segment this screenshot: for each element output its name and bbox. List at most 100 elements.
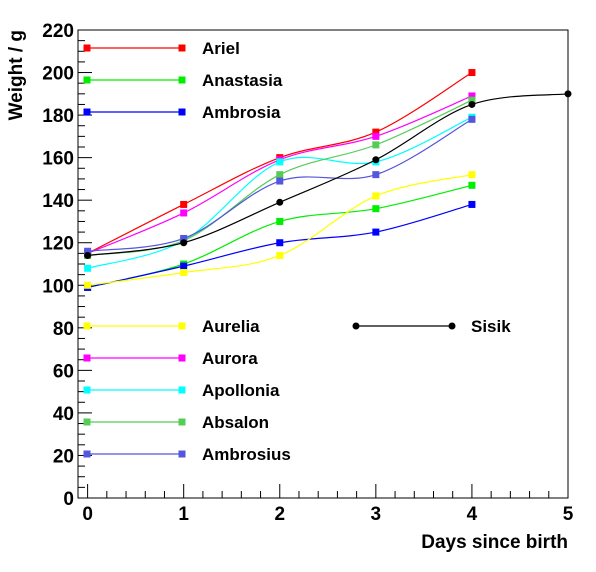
point-absalon-day-2 [276, 171, 284, 179]
series-ambrosia [84, 200, 476, 291]
y-axis-title: Weight / g [6, 30, 27, 120]
y-tick-label-140: 140 [42, 191, 74, 212]
legend-marker-apollonia [83, 386, 91, 394]
legend-entry-aurora: Aurora [83, 349, 258, 368]
legend-label-ariel: Ariel [202, 39, 240, 58]
y-tick-label-180: 180 [42, 106, 74, 127]
legend-marker-sisik [448, 322, 456, 330]
legend-marker-anastasia [83, 76, 91, 84]
point-aurora-day-4 [468, 92, 476, 100]
point-anastasia-day-3 [372, 205, 380, 213]
legend-marker-ambrosia [178, 108, 186, 116]
legend-marker-absalon [83, 418, 91, 426]
legend-entry-ambrosia: Ambrosia [83, 103, 281, 122]
series-apollonia [84, 113, 476, 272]
legend-label-ambrosius: Ambrosius [202, 445, 291, 464]
legend-entry-anastasia: Anastasia [83, 71, 283, 90]
series-anastasia [84, 181, 476, 291]
legend-label-absalon: Absalon [202, 413, 269, 432]
point-sisik-day-4 [468, 100, 476, 108]
legend-entry-ambrosius: Ambrosius [83, 445, 291, 464]
y-tick-label-40: 40 [53, 404, 74, 425]
x-tick-label-1: 1 [178, 504, 189, 525]
series-line-ambrosius [87, 118, 473, 252]
y-tick-label-60: 60 [53, 361, 74, 382]
point-ariel-day-1 [180, 200, 188, 208]
x-tick-label-4: 4 [467, 504, 478, 525]
y-tick-label-80: 80 [53, 319, 74, 340]
point-ambrosius-day-3 [372, 171, 380, 179]
point-aurelia-day-3 [372, 192, 380, 200]
point-apollonia-day-0 [84, 264, 92, 272]
legend-entry-aurelia: Aurelia [83, 317, 260, 336]
point-sisik-day-5 [564, 90, 572, 98]
y-tick-label-220: 220 [42, 21, 74, 42]
legend-marker-ariel [178, 44, 186, 52]
legend-entry-apollonia: Apollonia [83, 381, 280, 400]
x-tick-label-2: 2 [274, 504, 285, 525]
legend-marker-aurelia [83, 322, 91, 330]
series-line-sisik [87, 93, 569, 257]
y-tick-label-160: 160 [42, 149, 74, 170]
y-tick-label-200: 200 [42, 64, 74, 85]
legend-entry-absalon: Absalon [83, 413, 269, 432]
series-layer [84, 69, 572, 291]
point-aurelia-day-4 [468, 171, 476, 179]
point-aurelia-day-2 [276, 251, 284, 259]
legend-marker-sisik [352, 322, 360, 330]
series-aurelia [84, 171, 476, 289]
point-sisik-day-1 [180, 239, 188, 247]
point-sisik-day-2 [276, 198, 284, 206]
x-tick-label-3: 3 [371, 504, 382, 525]
legend-marker-anastasia [178, 76, 186, 84]
y-tick-label-20: 20 [53, 446, 74, 467]
legend-entry-sisik: Sisik [352, 317, 511, 336]
legend-label-apollonia: Apollonia [202, 381, 280, 400]
point-ambrosius-day-2 [276, 177, 284, 185]
plot-frame [77, 29, 569, 499]
point-ambrosia-day-1 [180, 262, 188, 270]
legend-marker-ariel [83, 44, 91, 52]
y-tick-label-100: 100 [42, 276, 74, 297]
legend-marker-aurelia [178, 322, 186, 330]
x-axis: 0 1 2 3 4 5 [82, 484, 574, 525]
legend-marker-absalon [178, 418, 186, 426]
legend-label-anastasia: Anastasia [202, 71, 283, 90]
point-absalon-day-3 [372, 141, 380, 149]
point-ambrosia-day-2 [276, 239, 284, 247]
point-anastasia-day-2 [276, 217, 284, 225]
point-apollonia-day-2 [276, 158, 284, 166]
legend-label-aurelia: Aurelia [202, 317, 260, 336]
point-sisik-day-0 [84, 251, 92, 259]
legend-entry-ariel: Ariel [83, 39, 240, 58]
y-axis: 0 20 40 60 80 100 120 140 160 180 200 220 [42, 21, 92, 510]
legend-marker-aurora [178, 354, 186, 362]
legend-marker-ambrosius [178, 450, 186, 458]
series-ambrosius [84, 115, 476, 255]
x-tick-label-5: 5 [563, 504, 574, 525]
legend-marker-aurora [83, 354, 91, 362]
point-ariel-day-4 [468, 69, 476, 77]
legend-marker-ambrosia [83, 108, 91, 116]
point-ambrosius-day-4 [468, 115, 476, 123]
point-anastasia-day-4 [468, 181, 476, 189]
point-aurora-day-1 [180, 209, 188, 217]
point-aurelia-day-1 [180, 269, 188, 277]
point-ambrosia-day-4 [468, 200, 476, 208]
point-aurelia-day-0 [84, 281, 92, 289]
point-ariel-day-3 [372, 128, 380, 136]
y-tick-label-0: 0 [63, 489, 74, 510]
point-ambrosius-day-1 [180, 234, 188, 242]
point-absalon-day-4 [468, 96, 476, 104]
point-sisik-day-3 [372, 156, 380, 164]
legend-marker-apollonia [178, 386, 186, 394]
point-ambrosia-day-3 [372, 228, 380, 236]
x-axis-title: Days since birth [421, 532, 568, 553]
legend-marker-ambrosius [83, 450, 91, 458]
legend-label-ambrosia: Ambrosia [202, 103, 281, 122]
x-tick-label-0: 0 [82, 504, 93, 525]
series-sisik [84, 90, 572, 259]
legend-label-aurora: Aurora [202, 349, 258, 368]
point-ambrosius-day-0 [84, 247, 92, 255]
